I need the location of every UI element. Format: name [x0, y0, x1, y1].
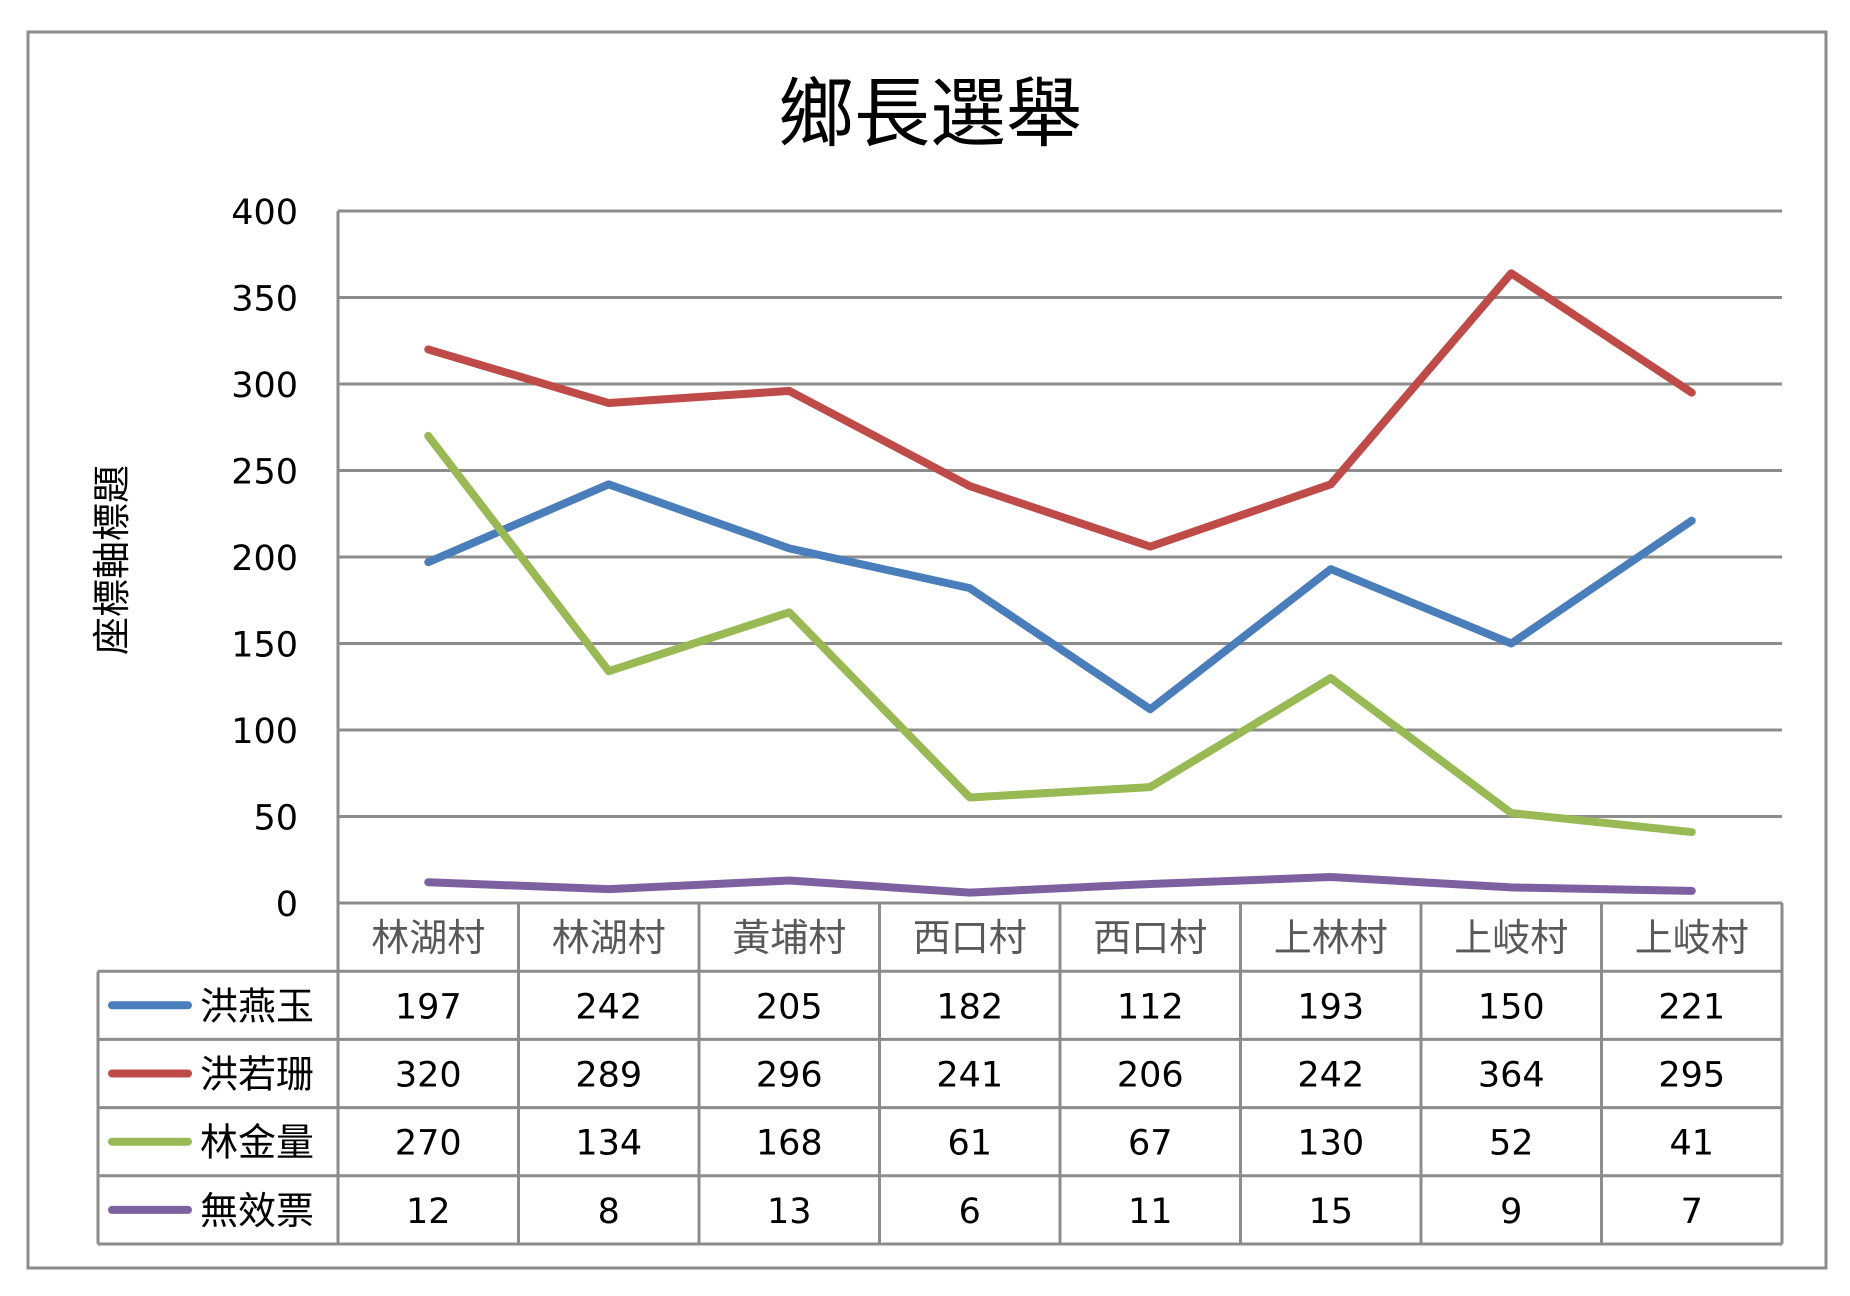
gridlines: [336, 209, 1782, 905]
y-tick-label: 250: [231, 453, 298, 493]
table-value: 320: [395, 1056, 462, 1096]
series-lines: [424, 269, 1696, 897]
y-tick-label: 0: [276, 885, 298, 925]
table-value: 242: [575, 987, 642, 1027]
table-value: 242: [1297, 1056, 1364, 1096]
table-value: 6: [959, 1192, 981, 1232]
y-axis-label: 座標軸標題: [90, 465, 134, 655]
chart-title: 鄉長選舉: [778, 69, 1082, 158]
table-value: 270: [395, 1124, 462, 1164]
table-value: 193: [1297, 987, 1364, 1027]
table-value: 182: [936, 987, 1003, 1027]
table-value: 11: [1128, 1192, 1173, 1232]
table-value: 295: [1658, 1056, 1725, 1096]
table-value: 8: [598, 1192, 620, 1232]
x-category-label: 上林村: [1274, 916, 1388, 960]
y-tick-label: 300: [231, 366, 298, 406]
y-tick-labels: 0 50 100 150 200 250 300 350 400: [231, 193, 298, 925]
y-tick-label: 150: [231, 626, 298, 666]
x-category-label: 西口村: [1093, 916, 1207, 960]
table-value: 130: [1297, 1124, 1364, 1164]
series-line: [424, 873, 1696, 897]
chart-frame: [26, 30, 1828, 1270]
x-category-label: 上岐村: [1635, 916, 1749, 960]
table-value: 15: [1308, 1192, 1353, 1232]
table-value: 12: [406, 1192, 451, 1232]
y-tick-label: 50: [253, 799, 298, 839]
series-name-label: 洪燕玉: [200, 984, 314, 1028]
table-value: 168: [756, 1124, 823, 1164]
x-category-label: 黃埔村: [732, 916, 846, 960]
series-line: [424, 480, 1696, 714]
x-category-label: 林湖村: [371, 916, 485, 960]
table-value: 9: [1500, 1192, 1522, 1232]
table-value: 364: [1478, 1056, 1545, 1096]
y-tick-label: 200: [231, 539, 298, 579]
series-name-label: 無效票: [200, 1189, 314, 1233]
series-line: [424, 269, 1696, 551]
table-value: 67: [1128, 1124, 1173, 1164]
table-value: 52: [1489, 1124, 1534, 1164]
table-value: 296: [756, 1056, 823, 1096]
x-category-label: 西口村: [913, 916, 1027, 960]
table-value: 134: [575, 1124, 642, 1164]
table-value: 150: [1478, 987, 1545, 1027]
table-value: 197: [395, 987, 462, 1027]
x-category-label: 上岐村: [1454, 916, 1568, 960]
table-value: 221: [1658, 987, 1725, 1027]
x-category-label: 林湖村: [552, 916, 666, 960]
series-line: [424, 431, 1696, 837]
table-value: 61: [947, 1124, 992, 1164]
y-tick-label: 400: [231, 193, 298, 233]
series-name-label: 洪若珊: [200, 1053, 314, 1097]
table-value: 241: [936, 1056, 1003, 1096]
table-value: 205: [756, 987, 823, 1027]
series-name-label: 林金量: [200, 1121, 314, 1165]
table-value: 41: [1669, 1124, 1714, 1164]
table-value: 13: [767, 1192, 812, 1232]
table-value: 206: [1117, 1056, 1184, 1096]
y-tick-label: 100: [231, 712, 298, 752]
table-value: 7: [1681, 1192, 1703, 1232]
table-value: 112: [1117, 987, 1184, 1027]
y-tick-label: 350: [231, 280, 298, 320]
table-value: 289: [575, 1056, 642, 1096]
